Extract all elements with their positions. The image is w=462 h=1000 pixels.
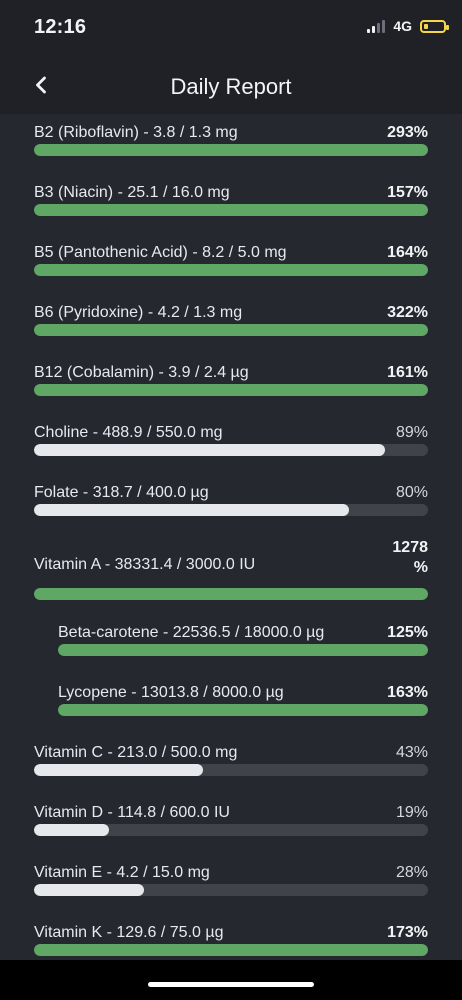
nutrient-label: B6 (Pyridoxine) - 4.2 / 1.3 mg: [34, 304, 243, 321]
nutrient-label: Vitamin K - 129.6 / 75.0 µg: [34, 924, 224, 941]
status-icons: 4G: [367, 18, 449, 34]
nutrient-label: Vitamin C - 213.0 / 500.0 mg: [34, 744, 238, 761]
nutrient-row-folate: Folate - 318.7 / 400.0 µg 80%: [0, 474, 462, 534]
progress-track: [34, 324, 428, 336]
progress-track: [34, 444, 428, 456]
progress-fill: [34, 504, 350, 516]
progress-fill: [34, 884, 145, 896]
progress-track: [34, 884, 428, 896]
progress-fill: [34, 444, 385, 456]
nutrient-percent: 293%: [387, 124, 428, 141]
progress-fill: [34, 204, 428, 216]
progress-track: [34, 204, 428, 216]
nutrient-label: B2 (Riboflavin) - 3.8 / 1.3 mg: [34, 124, 238, 141]
page-title: Daily Report: [170, 74, 292, 99]
nutrient-row-vitamin-c: Vitamin C - 213.0 / 500.0 mg 43%: [0, 734, 462, 794]
progress-track: [58, 644, 428, 656]
nutrient-percent: 80%: [395, 484, 428, 501]
progress-fill: [34, 764, 204, 776]
nutrient-label: B3 (Niacin) - 25.1 / 16.0 mg: [34, 184, 230, 201]
nutrient-row-b6: B6 (Pyridoxine) - 4.2 / 1.3 mg 322%: [0, 294, 462, 354]
network-label: 4G: [393, 18, 412, 34]
nutrient-row-vitamin-d: Vitamin D - 114.8 / 600.0 IU 19%: [0, 794, 462, 854]
nutrient-percent: 163%: [387, 684, 428, 701]
nutrient-percent: 89%: [395, 424, 428, 441]
progress-track: [34, 764, 428, 776]
signal-icon: [367, 19, 386, 33]
top-navigation: Daily Report: [0, 56, 462, 114]
progress-track: [58, 704, 428, 716]
nutrient-percent: 164%: [387, 244, 428, 261]
nutrient-label: B12 (Cobalamin) - 3.9 / 2.4 µg: [34, 364, 249, 381]
nutrient-label: Beta-carotene - 22536.5 / 18000.0 µg: [58, 624, 325, 641]
nutrient-row-vitamin-e: Vitamin E - 4.2 / 15.0 mg 28%: [0, 854, 462, 914]
nutrient-label: Folate - 318.7 / 400.0 µg: [34, 484, 209, 501]
nutrient-percent: 19%: [395, 804, 428, 821]
nutrient-label: Vitamin D - 114.8 / 600.0 IU: [34, 804, 230, 821]
nutrient-percent: 1278 %: [392, 539, 428, 576]
status-bar: 12:16 4G: [0, 0, 462, 56]
progress-fill: [34, 944, 428, 956]
nutrient-row-beta-carotene: Beta-carotene - 22536.5 / 18000.0 µg 125…: [0, 614, 462, 674]
nutrient-percent: 43%: [395, 744, 428, 761]
progress-fill: [34, 824, 109, 836]
progress-track: [34, 264, 428, 276]
progress-track: [34, 588, 428, 600]
nutrient-percent: 157%: [387, 184, 428, 201]
progress-track: [34, 384, 428, 396]
nutrient-row-b12: B12 (Cobalamin) - 3.9 / 2.4 µg 161%: [0, 354, 462, 414]
nutrient-percent: 161%: [387, 364, 428, 381]
nutrient-label: Lycopene - 13013.8 / 8000.0 µg: [58, 684, 284, 701]
nutrient-list[interactable]: B2 (Riboflavin) - 3.8 / 1.3 mg 293% B3 (…: [0, 114, 462, 960]
nutrient-percent: 173%: [387, 924, 428, 941]
nutrient-label: Choline - 488.9 / 550.0 mg: [34, 424, 223, 441]
nutrient-label: Vitamin E - 4.2 / 15.0 mg: [34, 864, 210, 881]
progress-fill: [34, 264, 428, 276]
progress-fill: [34, 144, 428, 156]
progress-fill: [58, 644, 428, 656]
home-indicator[interactable]: [148, 982, 314, 987]
nutrient-percent: 322%: [387, 304, 428, 321]
nutrient-row-lycopene: Lycopene - 13013.8 / 8000.0 µg 163%: [0, 674, 462, 734]
battery-icon: [420, 19, 449, 33]
nutrient-row-b3: B3 (Niacin) - 25.1 / 16.0 mg 157%: [0, 174, 462, 234]
progress-track: [34, 944, 428, 956]
nutrient-label: B5 (Pantothenic Acid) - 8.2 / 5.0 mg: [34, 244, 287, 261]
progress-track: [34, 824, 428, 836]
progress-track: [34, 144, 428, 156]
nutrient-percent: 28%: [395, 864, 428, 881]
nutrient-row-choline: Choline - 488.9 / 550.0 mg 89%: [0, 414, 462, 474]
nutrient-row-b2: B2 (Riboflavin) - 3.8 / 1.3 mg 293%: [0, 114, 462, 174]
progress-fill: [58, 704, 428, 716]
nutrient-row-vitamin-k: Vitamin K - 129.6 / 75.0 µg 173%: [0, 914, 462, 960]
status-time: 12:16: [34, 16, 87, 38]
chevron-left-icon: [36, 76, 46, 94]
progress-fill: [34, 384, 428, 396]
nutrient-percent: 125%: [387, 624, 428, 641]
nutrient-row-b5: B5 (Pantothenic Acid) - 8.2 / 5.0 mg 164…: [0, 234, 462, 294]
progress-track: [34, 504, 428, 516]
progress-fill: [34, 324, 428, 336]
back-button[interactable]: [24, 68, 58, 102]
nutrient-row-vitamin-a: Vitamin A - 38331.4 / 3000.0 IU 1278 %: [0, 534, 462, 614]
progress-fill: [34, 588, 428, 600]
nutrient-label: Vitamin A - 38331.4 / 3000.0 IU: [34, 556, 256, 573]
